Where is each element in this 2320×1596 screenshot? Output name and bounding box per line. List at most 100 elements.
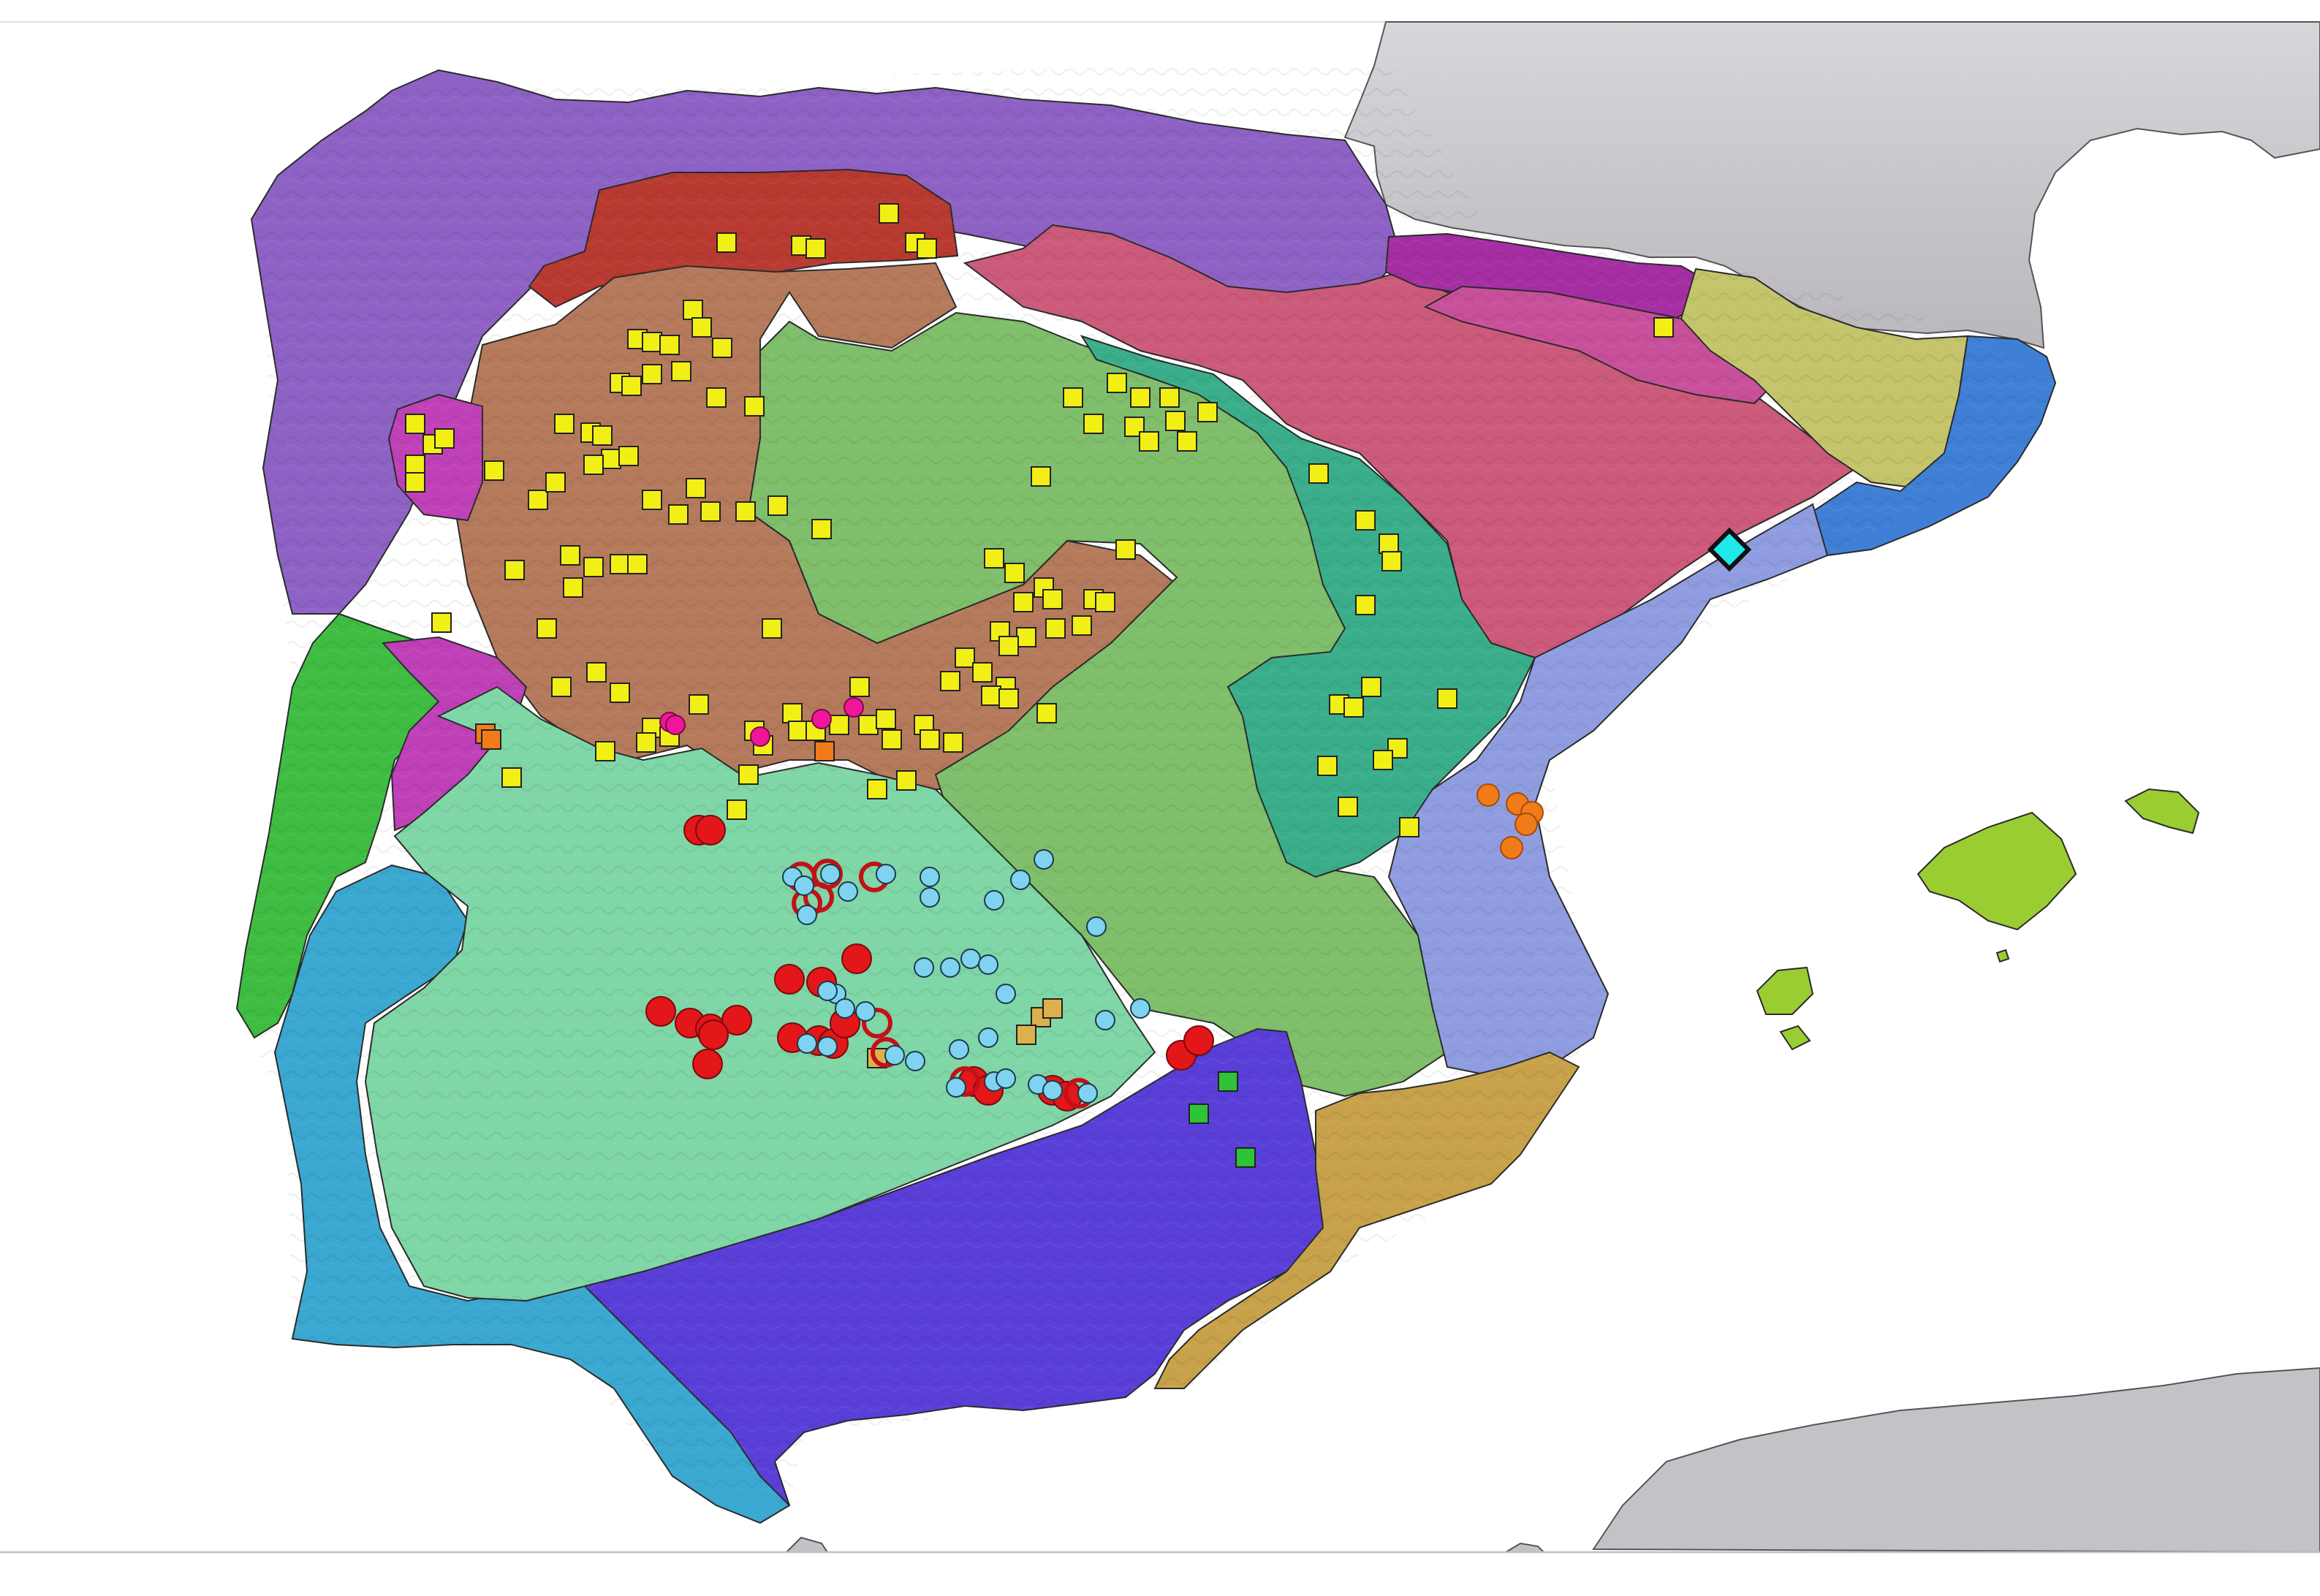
yellow-square-marker [405,455,425,475]
lightblue-circle-marker [797,1033,817,1054]
yellow-square-marker [1381,551,1402,571]
yellow-square-marker [943,732,963,753]
yellow-square-marker [984,548,1004,569]
yellow-square-marker [537,618,557,639]
lightblue-circle-marker [817,1036,838,1057]
lightblue-circle-marker [820,864,841,884]
yellow-square-marker [1437,688,1457,709]
yellow-square-marker [642,490,662,510]
yellow-square-marker [1373,750,1393,770]
yellow-square-marker [554,414,575,434]
yellow-square-marker [1063,387,1083,408]
yellow-square-marker [735,501,756,522]
lightblue-circle-marker [978,954,998,975]
lightblue-circle-marker [905,1051,925,1071]
yellow-square-marker [691,317,712,338]
yellow-square-marker [595,741,615,761]
mallorca-island [1917,811,2077,931]
magenta-circle-marker [844,697,864,718]
yellow-square-marker [683,300,703,320]
magenta-circle-marker [750,726,770,747]
yellow-square-marker [601,449,621,469]
lightblue-circle-marker [940,957,960,978]
lightblue-circle-marker [984,890,1004,911]
lightblue-circle-marker [884,1045,905,1065]
orange-circle-marker [1476,783,1500,807]
yellow-square-marker [1031,466,1051,487]
red-circle-marker [1183,1025,1214,1056]
yellow-square-marker [642,332,662,352]
yellow-square-marker [1317,756,1338,776]
lightblue-circle-marker [1130,998,1150,1019]
lightblue-circle-marker [996,1068,1016,1089]
yellow-square-marker [504,560,525,580]
formentera-island [1779,1025,1811,1051]
yellow-square-marker [671,361,691,381]
yellow-square-marker [955,647,975,668]
yellow-square-marker [1004,563,1025,583]
yellow-square-marker [917,238,937,259]
yellow-square-marker [528,490,548,510]
yellow-square-marker [879,203,899,224]
yellow-square-marker [972,662,993,683]
lightblue-circle-marker [920,887,940,908]
orange-circle-marker [1500,836,1523,859]
red-ring-marker [862,1008,892,1038]
tan-square-marker [1016,1025,1036,1045]
yellow-square-marker [1399,817,1419,837]
red-circle-marker [692,1049,723,1079]
green-square-marker [1189,1103,1209,1124]
yellow-square-marker [712,338,732,358]
yellow-square-marker [1197,402,1218,422]
lightblue-circle-marker [794,875,814,896]
yellow-square-marker [998,636,1019,656]
yellow-square-marker [762,618,782,639]
yellow-square-marker [1042,589,1063,609]
yellow-square-marker [829,715,849,735]
yellow-square-marker [545,472,566,493]
yellow-square-marker [1115,539,1136,560]
yellow-square-marker [592,425,613,446]
yellow-square-marker [1095,592,1115,612]
yellow-square-marker [727,799,747,820]
yellow-square-marker [858,715,879,735]
yellow-square-marker [405,472,425,493]
yellow-square-marker [700,501,721,522]
yellow-square-marker [1343,697,1364,718]
yellow-square-marker [1036,703,1057,723]
yellow-square-marker [621,376,642,396]
yellow-square-marker [551,677,572,697]
yellow-square-marker [788,721,808,741]
lightblue-circle-marker [1042,1080,1063,1101]
red-circle-marker [841,943,872,974]
red-circle-marker [774,964,805,995]
yellow-square-marker [744,396,765,417]
lightblue-circle-marker [946,1077,966,1098]
yellow-square-marker [686,478,706,498]
yellow-square-marker [920,729,940,750]
yellow-square-marker [583,455,604,475]
lightblue-circle-marker [876,864,896,884]
yellow-square-marker [1072,615,1092,636]
lightblue-circle-marker [960,949,981,969]
yellow-square-marker [627,554,648,574]
red-circle-marker [721,1005,752,1036]
yellow-square-marker [706,387,727,408]
yellow-square-marker [560,545,580,566]
ibiza-island [1756,966,1814,1015]
lightblue-circle-marker [1077,1083,1098,1103]
yellow-square-marker [642,364,662,384]
yellow-square-marker [1013,592,1034,612]
menorca-island [2124,788,2200,835]
yellow-square-marker [867,779,887,799]
yellow-square-marker [998,688,1019,709]
lightblue-circle-marker [978,1027,998,1048]
red-circle-marker [645,996,676,1027]
yellow-square-marker [896,770,917,791]
yellow-square-marker [1083,414,1104,434]
yellow-square-marker [610,683,630,703]
lightblue-circle-marker [1034,849,1054,870]
yellow-square-marker [1355,595,1376,615]
